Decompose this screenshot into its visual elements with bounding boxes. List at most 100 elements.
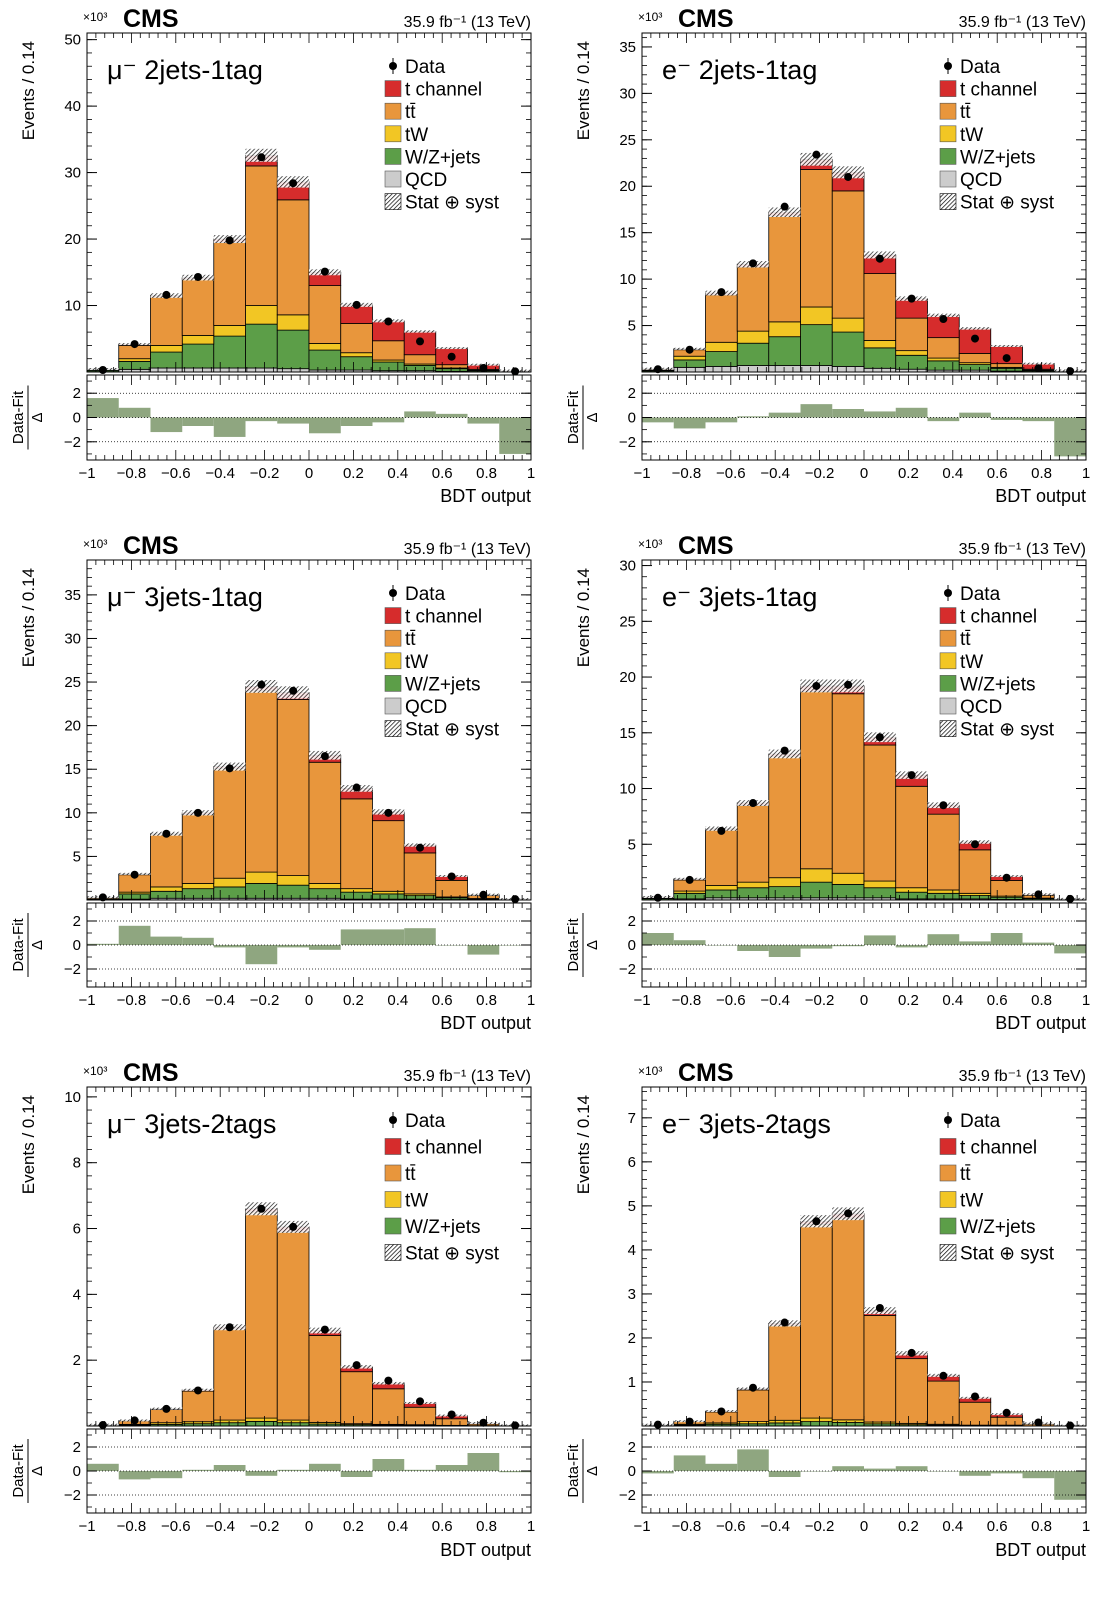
y-axis: 5 10 15 20 25 30 35 bbox=[64, 568, 531, 892]
bar-wzjets-4 bbox=[768, 886, 801, 899]
bar-tW-6 bbox=[831, 872, 865, 885]
ratio-bar-10 bbox=[404, 1469, 436, 1471]
y-exponent: ×10³ bbox=[83, 10, 107, 24]
bar-ttbar-6 bbox=[831, 190, 865, 319]
data-point-10 bbox=[971, 334, 979, 343]
ratio-y-tick-label: 2 bbox=[73, 385, 81, 402]
data-point-13 bbox=[511, 895, 520, 904]
ratio-bar-5 bbox=[800, 404, 833, 418]
bar-wzjets-5 bbox=[800, 324, 833, 366]
ratio-y-title-numerator: Data-Fit bbox=[10, 390, 27, 444]
legend-label: Data bbox=[405, 57, 446, 78]
bar-tW-5 bbox=[800, 1417, 833, 1422]
series-tW bbox=[641, 306, 1087, 373]
bar-wzjets-5 bbox=[245, 1420, 278, 1427]
x-axis-title: BDT output bbox=[995, 1540, 1086, 1560]
x-axis-title: BDT output bbox=[440, 486, 531, 506]
y-tick-label: 5 bbox=[73, 848, 81, 865]
bar-tW-4 bbox=[213, 325, 246, 337]
x-tick-label: 0.4 bbox=[387, 992, 408, 1009]
x-tick-label: −0.4 bbox=[205, 465, 235, 482]
x-tick-label: −0.4 bbox=[760, 1518, 790, 1535]
bar-wzjets-9 bbox=[927, 892, 960, 900]
ratio-bar-3 bbox=[182, 937, 214, 945]
ratio-bar-3 bbox=[737, 945, 769, 951]
bar-tW-8 bbox=[895, 887, 928, 893]
legend-swatch bbox=[939, 607, 957, 624]
ratio-bar-2 bbox=[150, 417, 183, 433]
bar-wzjets-3 bbox=[736, 887, 770, 899]
x-tick-label: 0.2 bbox=[898, 465, 919, 482]
data-point-7 bbox=[875, 254, 884, 263]
y-axis: 5 10 15 20 25 30 bbox=[619, 558, 1086, 890]
legend-entry-0: Data bbox=[944, 57, 1001, 78]
x-tick-label: 0.6 bbox=[987, 992, 1008, 1009]
bar-qcd-3 bbox=[181, 367, 215, 373]
data-point-6 bbox=[289, 1222, 298, 1231]
legend-entry-2: tt̄ bbox=[384, 102, 416, 123]
data-point-4 bbox=[225, 1323, 234, 1332]
bar-ttbar-6 bbox=[831, 693, 865, 874]
uncertainty-5 bbox=[800, 152, 833, 166]
ratio-bar-2 bbox=[705, 417, 738, 423]
legend-swatch bbox=[939, 193, 957, 210]
y-tick-label: 50 bbox=[64, 32, 81, 49]
legend-entry-1: t channel bbox=[384, 1138, 482, 1159]
ratio-bar-9 bbox=[372, 1459, 405, 1471]
panel-label: μ⁻ 3jets-1tag bbox=[107, 582, 263, 612]
ratio-bar-12 bbox=[1022, 1471, 1055, 1479]
data-point-7 bbox=[875, 1304, 884, 1313]
ratio-bar-2 bbox=[150, 936, 183, 945]
x-tick-label: 0.6 bbox=[432, 992, 453, 1009]
ratio-bar-4 bbox=[768, 1471, 801, 1477]
x-tick-label: 0.8 bbox=[1031, 992, 1052, 1009]
legend-label: tW bbox=[960, 652, 983, 673]
legend-label: W/Z+jets bbox=[405, 1217, 480, 1238]
ratio-bar-11 bbox=[435, 945, 468, 946]
legend-swatch bbox=[384, 193, 402, 210]
legend-entry-1: t channel bbox=[939, 1138, 1037, 1159]
legend-label: Stat ⊕ syst bbox=[405, 720, 500, 741]
bar-wzjets-3 bbox=[181, 888, 215, 899]
data-point-10 bbox=[416, 337, 424, 346]
x-tick-label: −0.2 bbox=[805, 1518, 835, 1535]
legend-swatch bbox=[384, 125, 402, 143]
experiment-label: CMS bbox=[678, 1059, 734, 1087]
ratio-bar-3 bbox=[182, 1469, 214, 1471]
legend-entry-4: W/Z+jets bbox=[939, 674, 1035, 695]
y-tick-label: 1 bbox=[628, 1374, 636, 1391]
data-point-12 bbox=[1034, 364, 1043, 373]
y-tick-label: 3 bbox=[628, 1286, 636, 1303]
y-tick-label: 30 bbox=[619, 558, 636, 575]
legend-swatch bbox=[384, 675, 402, 692]
data-point-1 bbox=[685, 345, 694, 354]
x-tick-label: 1 bbox=[527, 992, 535, 1009]
bar-ttbar-5 bbox=[245, 690, 278, 873]
bar-ttbar-3 bbox=[181, 814, 215, 884]
y-tick-label: 10 bbox=[619, 781, 636, 798]
bar-ttbar-10 bbox=[403, 354, 437, 365]
x-tick-label: 0.6 bbox=[432, 1518, 453, 1535]
bar-ttbar-7 bbox=[308, 1335, 342, 1423]
y-tick-label: 7 bbox=[628, 1110, 636, 1127]
legend-label: Data bbox=[960, 1111, 1001, 1132]
ratio-y-tick-label: 0 bbox=[628, 937, 636, 954]
bar-ttbar-8 bbox=[340, 1371, 373, 1425]
bar-ttbar-4 bbox=[768, 215, 801, 323]
y-axis-title: Events / 0.14 bbox=[19, 568, 38, 667]
ratio-panel: 2 0 −2 −1 −0.8 −0.6 −0.4 −0.2 0 0.2 0.4 0.6 0.8 1 BDT … bbox=[565, 902, 1090, 1033]
bar-qcd-2 bbox=[150, 367, 183, 373]
x-tick-label: −1 bbox=[78, 465, 95, 482]
data-point-0 bbox=[98, 366, 107, 375]
data-point-2 bbox=[717, 1407, 726, 1416]
bar-qcd-2 bbox=[705, 366, 738, 373]
bar-tW-6 bbox=[276, 875, 310, 886]
legend-swatch bbox=[939, 80, 957, 97]
bar-wzjets-5 bbox=[245, 323, 278, 369]
bar-ttbar-4 bbox=[768, 1324, 801, 1421]
ratio-y-tick-label: −2 bbox=[64, 1487, 81, 1504]
x-tick-label: −0.6 bbox=[161, 1518, 191, 1535]
